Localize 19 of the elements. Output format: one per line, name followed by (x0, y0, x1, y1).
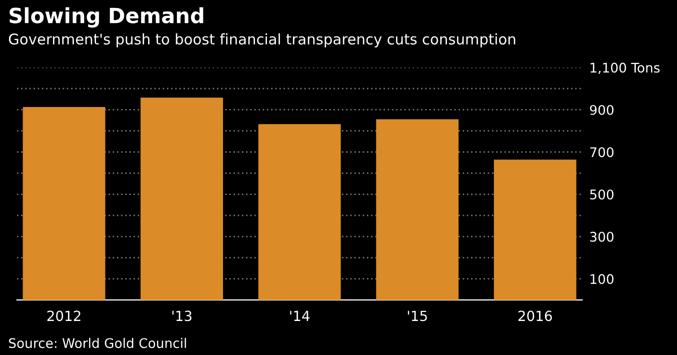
y-tick-label: 300 (590, 232, 614, 242)
y-tick-label: 500 (590, 190, 614, 200)
y-tick-label: 100 (590, 274, 614, 284)
y-tick-label: 1,100 Tons (590, 62, 660, 74)
x-tick-label: '13 (172, 310, 192, 322)
bar (140, 98, 224, 300)
x-tick-label: 2012 (47, 310, 80, 322)
chart-subtitle: Government's push to boost financial transparency cuts consumption (8, 33, 516, 48)
x-tick-label: 2016 (518, 310, 552, 322)
y-tick-label: 700 (590, 147, 614, 158)
source-note: Source: World Gold Council (8, 338, 186, 348)
y-tick-label: 900 (590, 104, 614, 115)
bar (376, 119, 459, 300)
bar (494, 160, 576, 300)
bar (22, 106, 106, 300)
chart-title: Slowing Demand (10, 7, 204, 28)
x-tick-label: '15 (408, 310, 427, 322)
bar (258, 124, 341, 300)
x-tick-label: '14 (290, 310, 310, 321)
